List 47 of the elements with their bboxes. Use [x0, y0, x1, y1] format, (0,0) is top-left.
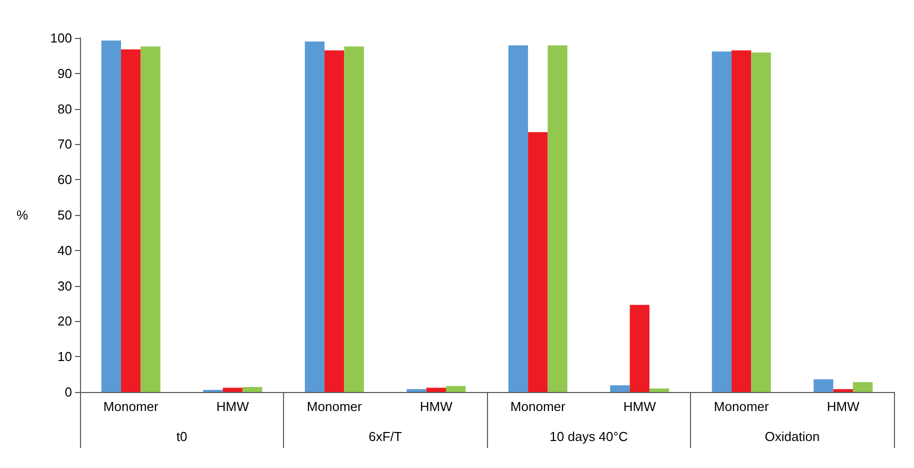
text: 6xF/T [368, 429, 402, 444]
bar [324, 50, 344, 392]
bar [121, 49, 141, 392]
text: 10 days 40°C [550, 429, 628, 444]
bar [140, 46, 160, 392]
bar [508, 45, 528, 392]
x-tick-label: Monomer [510, 399, 566, 414]
y-axis-title: % [16, 208, 28, 222]
bar [630, 304, 650, 392]
bar [101, 40, 122, 392]
bar [548, 45, 568, 392]
x-tick-label: HMW [216, 399, 250, 414]
bar [610, 385, 630, 392]
bar [732, 50, 752, 392]
y-tick-label: 10 [58, 349, 72, 364]
bar [426, 388, 446, 392]
bar [712, 51, 732, 392]
y-tick-label: 90 [58, 66, 72, 81]
bar [242, 387, 262, 392]
bar [528, 132, 548, 392]
bar [304, 42, 325, 392]
bar [649, 388, 670, 392]
x-tick-label: Monomer [306, 399, 362, 414]
x-tick-label: HMW [623, 399, 657, 414]
y-tick-label: 30 [58, 278, 72, 294]
y-tick-label: 0 [64, 384, 72, 400]
bar [751, 52, 771, 392]
x-tick-label: HMW [420, 399, 454, 414]
bar [406, 389, 426, 392]
text: t0 [176, 429, 188, 444]
y-tick-label: 80 [58, 101, 72, 116]
bar [833, 389, 853, 392]
bar [446, 386, 466, 392]
bar [814, 379, 834, 392]
bar [222, 388, 242, 392]
text: Oxidation [764, 429, 820, 444]
y-tick-label: 50 [58, 208, 72, 222]
bar [852, 382, 873, 392]
y-tick-label: 20 [58, 314, 72, 329]
x-tick-label: Monomer [103, 399, 159, 414]
x-tick-label: HMW [826, 399, 860, 414]
bar [344, 46, 364, 392]
y-tick-label: 70 [58, 136, 72, 152]
y-tick-label: 60 [58, 172, 72, 188]
y-tick-label: 40 [58, 242, 72, 258]
x-tick-label: Monomer [714, 399, 770, 414]
y-tick-label: 100 [50, 30, 72, 46]
